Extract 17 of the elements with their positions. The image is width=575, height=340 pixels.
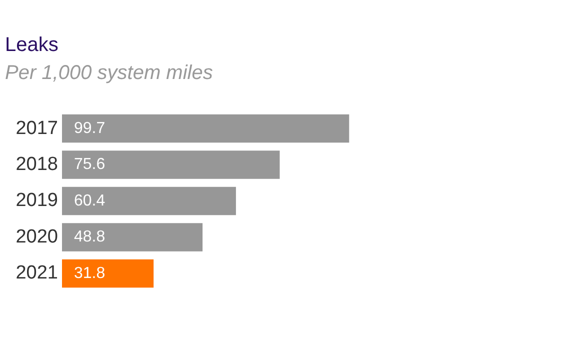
- data-label: 31.8: [74, 264, 106, 282]
- y-tick-label: 2021: [16, 262, 58, 284]
- bar: [62, 186, 236, 216]
- bar: [62, 259, 154, 288]
- chart-subtitle: Per 1,000 system miles: [5, 62, 213, 85]
- bar: [62, 150, 280, 179]
- chart-title: Leaks: [5, 34, 58, 57]
- y-tick-label: 2018: [16, 154, 58, 175]
- data-label: 99.7: [74, 120, 106, 137]
- bar: [62, 223, 203, 252]
- y-tick-label: 2019: [16, 190, 58, 212]
- y-tick-label: 2020: [16, 226, 58, 248]
- data-label: 48.8: [74, 228, 106, 246]
- data-label: 60.4: [74, 192, 106, 210]
- y-tick-label: 2017: [16, 118, 58, 139]
- data-label: 75.6: [74, 156, 106, 174]
- bar: [62, 114, 350, 143]
